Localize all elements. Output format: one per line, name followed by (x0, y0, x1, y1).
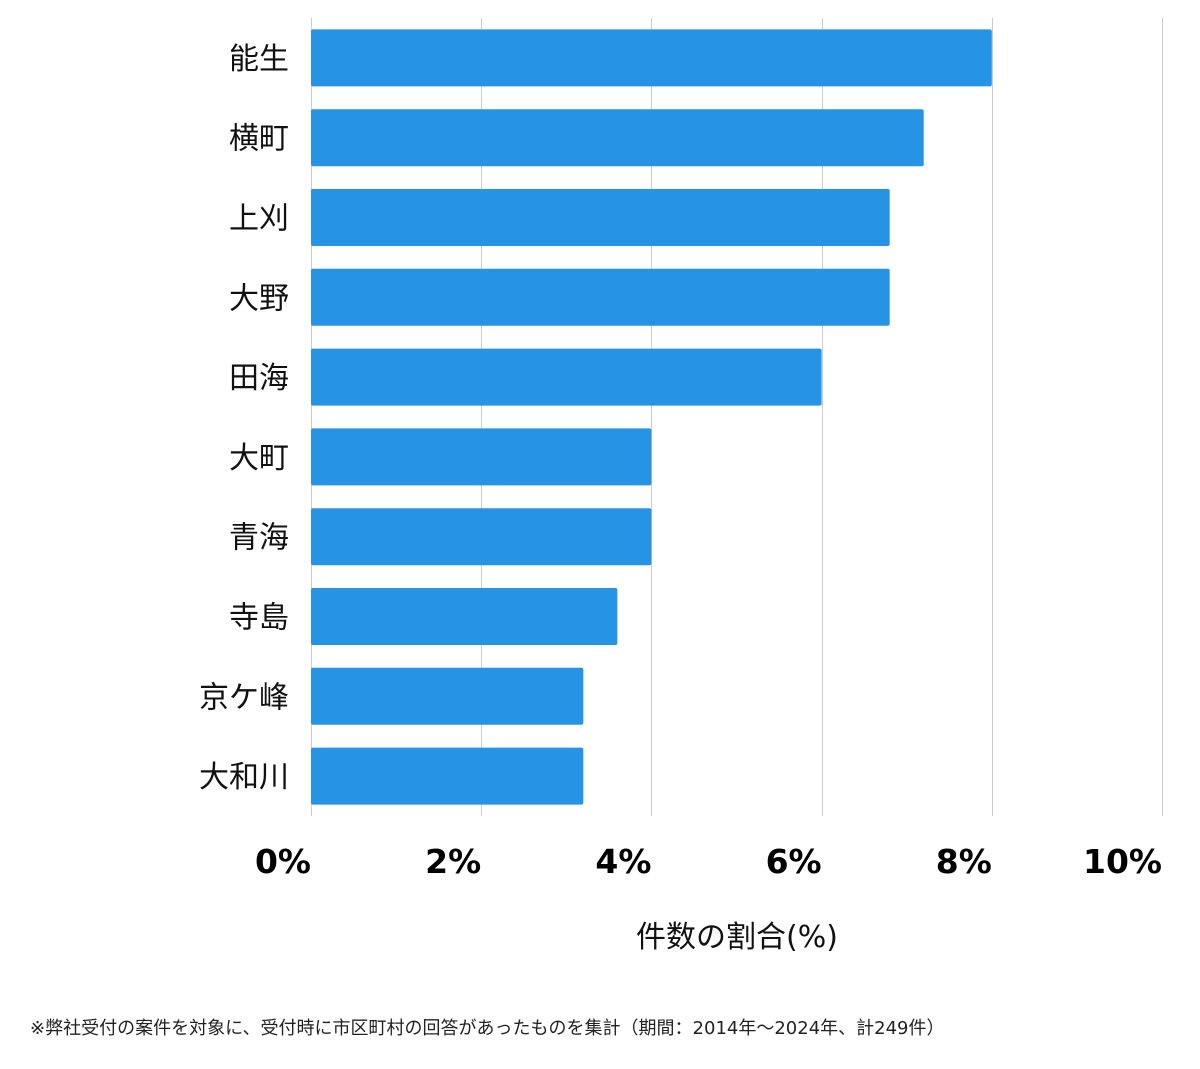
x-tick-label-0: 0% (255, 842, 311, 881)
category-label-寺島: 寺島 (229, 601, 289, 636)
x-tick-label-10: 10% (1083, 842, 1162, 881)
category-label-田海: 田海 (229, 361, 289, 396)
x-tick-label-4: 4% (595, 842, 651, 881)
bar-上刈 (311, 189, 890, 246)
footnote: ※弊社受付の案件を対象に、受付時に市区町村の回答があったものを集計（期間：201… (30, 1018, 945, 1039)
category-label-大野: 大野 (229, 281, 289, 316)
x-tick-label-8: 8% (936, 842, 992, 881)
category-label-大和川: 大和川 (199, 760, 289, 795)
category-label-大町: 大町 (229, 441, 289, 476)
category-label-上刈: 上刈 (229, 202, 289, 237)
bar-能生 (311, 29, 992, 87)
x-tick-labels: 0% 2% 4% 6% 8% 10% (255, 842, 1162, 881)
category-label-京ケ峰: 京ケ峰 (199, 680, 289, 715)
bar-青海 (311, 508, 652, 566)
bar-寺島 (311, 588, 618, 645)
bar-京ケ峰 (311, 667, 584, 725)
x-tick-label-6: 6% (766, 842, 822, 881)
category-label-能生: 能生 (229, 42, 289, 77)
bar-大町 (311, 428, 652, 486)
bar-大和川 (311, 747, 584, 805)
x-tick-label-2: 2% (425, 842, 481, 881)
bar-横町 (311, 109, 924, 167)
category-label-横町: 横町 (229, 122, 289, 157)
bars (311, 29, 992, 805)
x-axis-title: 件数の割合(%) (636, 920, 838, 955)
bar-大野 (311, 268, 890, 326)
bar-田海 (311, 348, 822, 406)
category-label-青海: 青海 (229, 521, 289, 556)
